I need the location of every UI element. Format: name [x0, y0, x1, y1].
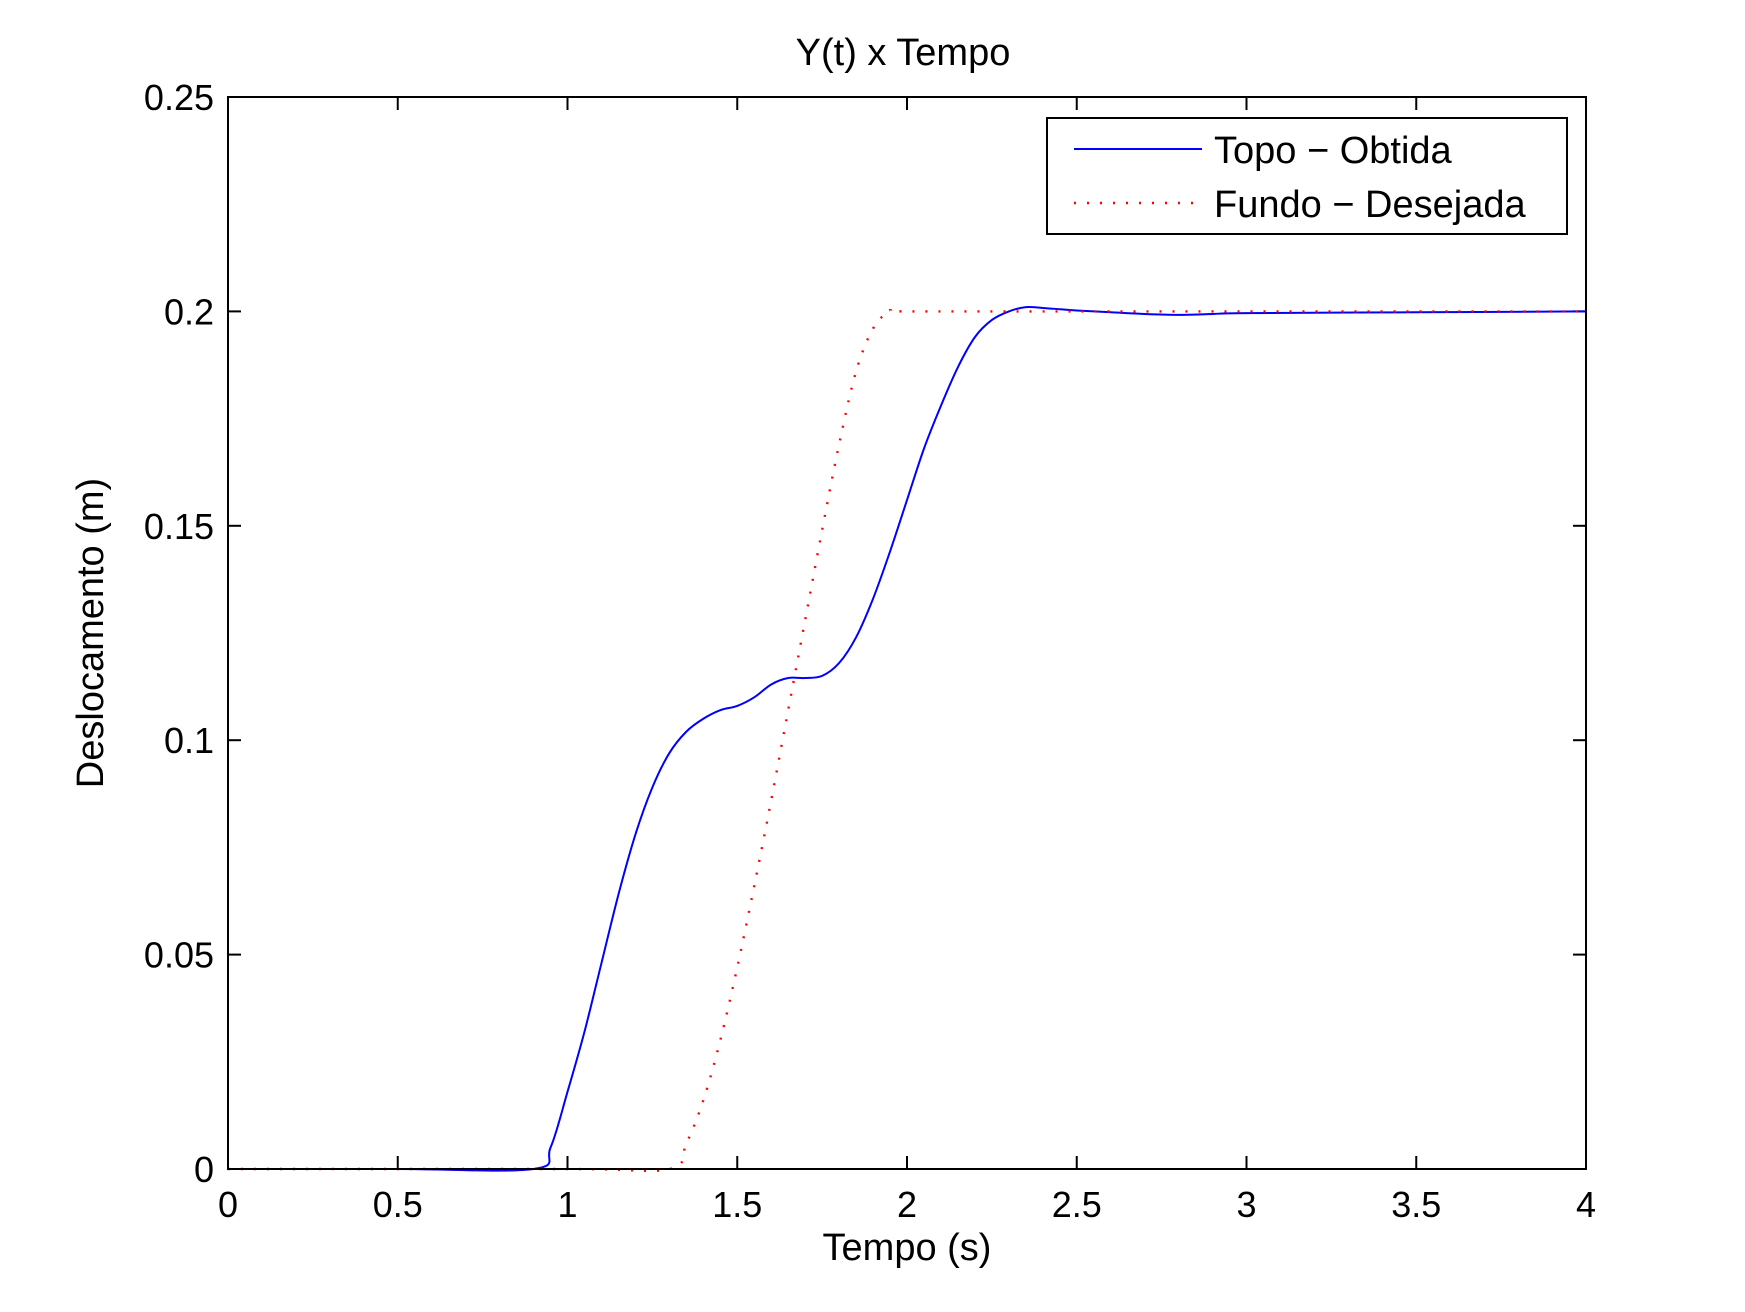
y-tick-label: 0.2: [164, 291, 214, 332]
y-axis: 0 0.05 0.1 0.15 0.2 0.25: [144, 77, 1586, 1190]
y-tick-label: 0.05: [144, 935, 214, 976]
x-tick-label: 3.5: [1391, 1184, 1441, 1225]
plot-lines: [227, 305, 1587, 1173]
y-tick-label: 0: [194, 1149, 214, 1190]
x-tick-label: 2: [897, 1184, 917, 1225]
series-line-topo: [227, 305, 1587, 1172]
x-tick-label: 2.5: [1052, 1184, 1102, 1225]
x-tick-label: 4: [1576, 1184, 1596, 1225]
legend-box: [1046, 117, 1568, 235]
y-axis-title: Deslocamento (m): [70, 478, 112, 788]
x-tick-label: 0: [218, 1184, 238, 1225]
x-tick-label: 1: [557, 1184, 577, 1225]
x-tick-label: 0.5: [373, 1184, 423, 1225]
x-tick-label: 3: [1236, 1184, 1256, 1225]
y-tick-label: 0.15: [144, 506, 214, 547]
legend: Topo − Obtida Fundo − Desejada: [1046, 117, 1568, 235]
y-tick-label: 0.1: [164, 720, 214, 761]
legend-label-fundo: Fundo − Desejada: [1214, 184, 1526, 226]
plot-frame: [227, 96, 1587, 1170]
x-axis-title: Tempo (s): [823, 1227, 992, 1269]
y-tick-label: 0.25: [144, 77, 214, 118]
chart-title: Y(t) x Tempo: [796, 32, 1011, 74]
x-axis: 0 0.5 1 1.5 2 2.5 3 3.5 4: [218, 97, 1596, 1225]
legend-label-topo: Topo − Obtida: [1214, 130, 1453, 172]
x-tick-label: 1.5: [712, 1184, 762, 1225]
